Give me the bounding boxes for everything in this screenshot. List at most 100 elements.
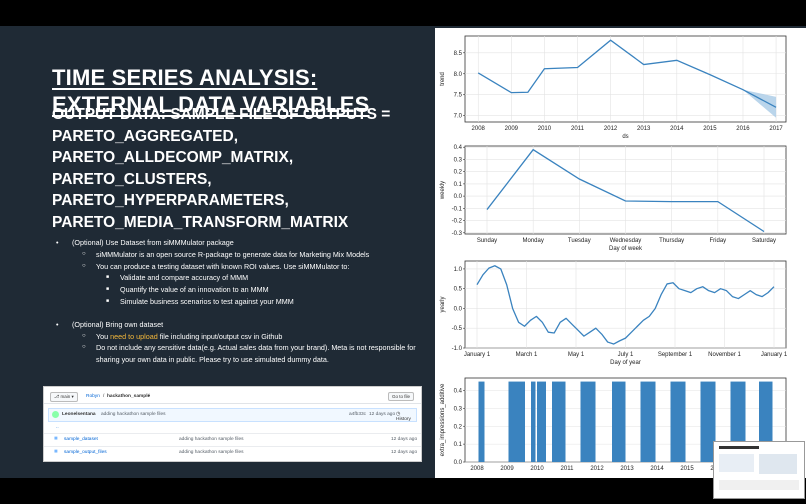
y-axis-label: trend bbox=[440, 72, 446, 86]
thumbnail-title-bar bbox=[719, 446, 759, 449]
history-label: History bbox=[396, 417, 411, 422]
y-tick-label: 0.0 bbox=[454, 194, 463, 200]
slide-subtitle: OUTPUT DATA: SAMPLE FILE OF OUTPUTS = PA… bbox=[52, 106, 391, 231]
x-tick-label: September 1 bbox=[658, 352, 693, 358]
bullet-sensitive-data: Do not include any sensitive data(e.g. A… bbox=[56, 342, 436, 366]
x-tick-label: 2008 bbox=[470, 466, 484, 472]
thumbnail-image bbox=[719, 454, 754, 472]
bullet-simulate: Simulate business scenarios to test agai… bbox=[56, 296, 436, 308]
y-axis-label: weekly bbox=[440, 181, 446, 200]
y-tick-label: 0.2 bbox=[454, 170, 463, 176]
regressor-bar bbox=[531, 381, 536, 462]
x-tick-label: 2010 bbox=[538, 126, 552, 132]
trend-line bbox=[477, 39, 777, 108]
bullet-own-dataset: (Optional) Bring own dataset bbox=[56, 319, 436, 331]
x-tick-label: Thursday bbox=[659, 238, 684, 244]
uncertainty-band bbox=[742, 89, 777, 118]
y-tick-label: 0.4 bbox=[454, 389, 463, 395]
x-tick-label: Wednesday bbox=[610, 238, 642, 244]
go-to-file-button[interactable]: Go to file bbox=[388, 392, 415, 401]
bullet-list: (Optional) Use Dataset from siMMMulator … bbox=[56, 237, 436, 366]
branch-icon: ⎇ bbox=[54, 394, 60, 399]
thumbnail-footer bbox=[719, 480, 799, 490]
plot-frame bbox=[464, 35, 787, 123]
prophet-components-panel: 7.0 7.5 8.0 8.5 trend 2008 2009 2010 2011 2012 201… bbox=[435, 28, 806, 478]
file-name[interactable]: sample_output_files bbox=[64, 450, 107, 455]
x-tick-label: 2009 bbox=[500, 466, 514, 472]
regressor-bar bbox=[508, 381, 525, 462]
x-tick-label: 2016 bbox=[736, 126, 750, 132]
avatar bbox=[52, 411, 59, 418]
x-tick-label: July 1 bbox=[618, 352, 634, 358]
x-tick-label: 2013 bbox=[637, 126, 651, 132]
y-tick-label: 0.5 bbox=[454, 287, 463, 293]
y-tick-label: 0.2 bbox=[454, 424, 463, 430]
x-tick-label: November 1 bbox=[708, 352, 741, 358]
file-row[interactable]: ■ sample_dataset adding hackathon sample… bbox=[44, 434, 421, 447]
x-tick-label: Monday bbox=[522, 238, 543, 244]
bullet-simmmulator-desc: siMMMulator is an open source R-package … bbox=[56, 249, 436, 261]
file-commit-message[interactable]: adding hackathon sample files bbox=[179, 437, 244, 442]
github-file-browser: ⎇ main ▾ Robyn / hackathon_sample / Go t… bbox=[43, 386, 422, 462]
regressor-bar bbox=[640, 381, 656, 462]
y-tick-label: 0.4 bbox=[454, 145, 463, 151]
x-tick-label: January 1 bbox=[464, 352, 491, 358]
regressor-bar bbox=[478, 381, 485, 462]
y-tick-label: 7.0 bbox=[454, 114, 463, 120]
y-tick-label: 8.5 bbox=[454, 51, 463, 57]
chevron-down-icon: ▾ bbox=[71, 394, 74, 399]
y-tick-label: 0.3 bbox=[454, 406, 463, 412]
x-tick-label: 2014 bbox=[670, 126, 684, 132]
upload-link[interactable]: need to upload bbox=[110, 331, 158, 341]
upload-text-post: file including input/output csv in Githu… bbox=[159, 331, 283, 341]
x-tick-label: Saturday bbox=[752, 238, 776, 244]
x-tick-label: 2012 bbox=[604, 126, 618, 132]
x-tick-label: 2012 bbox=[590, 466, 604, 472]
y-tick-label: 8.0 bbox=[454, 72, 463, 78]
folder-icon: ■ bbox=[54, 449, 58, 455]
commit-message[interactable]: adding hackathon sample files bbox=[101, 412, 166, 417]
commit-hash[interactable]: a4fb33c bbox=[349, 412, 367, 417]
regressor-bar bbox=[670, 381, 686, 462]
x-tick-label: Sunday bbox=[477, 238, 497, 244]
x-tick-label: January 1 bbox=[761, 352, 788, 358]
file-time: 12 days ago bbox=[391, 450, 418, 455]
y-tick-label: -0.3 bbox=[452, 231, 463, 237]
bullet-upload: You need to upload file including input/… bbox=[56, 331, 436, 343]
regressor-bar bbox=[537, 381, 546, 462]
y-axis-label: extra_impressions_additive bbox=[440, 383, 446, 456]
file-row[interactable]: ■ sample_output_files adding hackathon s… bbox=[44, 447, 421, 459]
weekly-line bbox=[486, 148, 765, 233]
y-tick-label: 1.0 bbox=[454, 267, 463, 273]
y-tick-label: -0.1 bbox=[452, 206, 463, 212]
x-tick-label: 2011 bbox=[571, 126, 585, 132]
file-commit-message[interactable]: adding hackathon sample files bbox=[179, 450, 244, 455]
bullet-validate: Validate and compare accuracy of MMM bbox=[56, 272, 436, 284]
file-name[interactable]: sample_dataset bbox=[64, 437, 98, 442]
presenter-thumbnail bbox=[713, 441, 805, 499]
x-tick-label: 2010 bbox=[530, 466, 544, 472]
bullet-simmmulator-roi: You can produce a testing dataset with k… bbox=[56, 261, 436, 273]
y-tick-label: 0.0 bbox=[454, 460, 463, 466]
branch-selector[interactable]: ⎇ main ▾ bbox=[50, 392, 78, 402]
x-tick-label: 2017 bbox=[769, 126, 783, 132]
file-time: 12 days ago bbox=[391, 437, 418, 442]
y-tick-label: 0.1 bbox=[454, 182, 463, 188]
clock-icon: ◷ bbox=[396, 412, 401, 417]
y-axis-label: yearly bbox=[440, 296, 446, 312]
parent-dir-link[interactable]: .. bbox=[56, 425, 59, 430]
y-tick-label: 0.3 bbox=[454, 157, 463, 163]
x-axis-label: Day of week bbox=[609, 246, 643, 252]
breadcrumb-folder: hackathon_sample bbox=[107, 394, 151, 399]
y-tick-label: -0.5 bbox=[452, 326, 463, 332]
x-axis-label: Day of year bbox=[610, 360, 641, 366]
y-tick-label: 7.5 bbox=[454, 93, 463, 99]
regressor-bar bbox=[552, 381, 566, 462]
commit-user[interactable]: Leonelsentana bbox=[62, 412, 96, 417]
y-tick-label: 0.0 bbox=[454, 306, 463, 312]
breadcrumb-repo[interactable]: Robyn bbox=[86, 394, 100, 399]
title-line-1: TIME SERIES ANALYSIS: bbox=[52, 65, 318, 90]
history-link[interactable]: ◷ History bbox=[396, 412, 416, 422]
x-tick-label: March 1 bbox=[516, 352, 538, 358]
bullet-simmmulator: (Optional) Use Dataset from siMMMulator … bbox=[56, 237, 436, 249]
